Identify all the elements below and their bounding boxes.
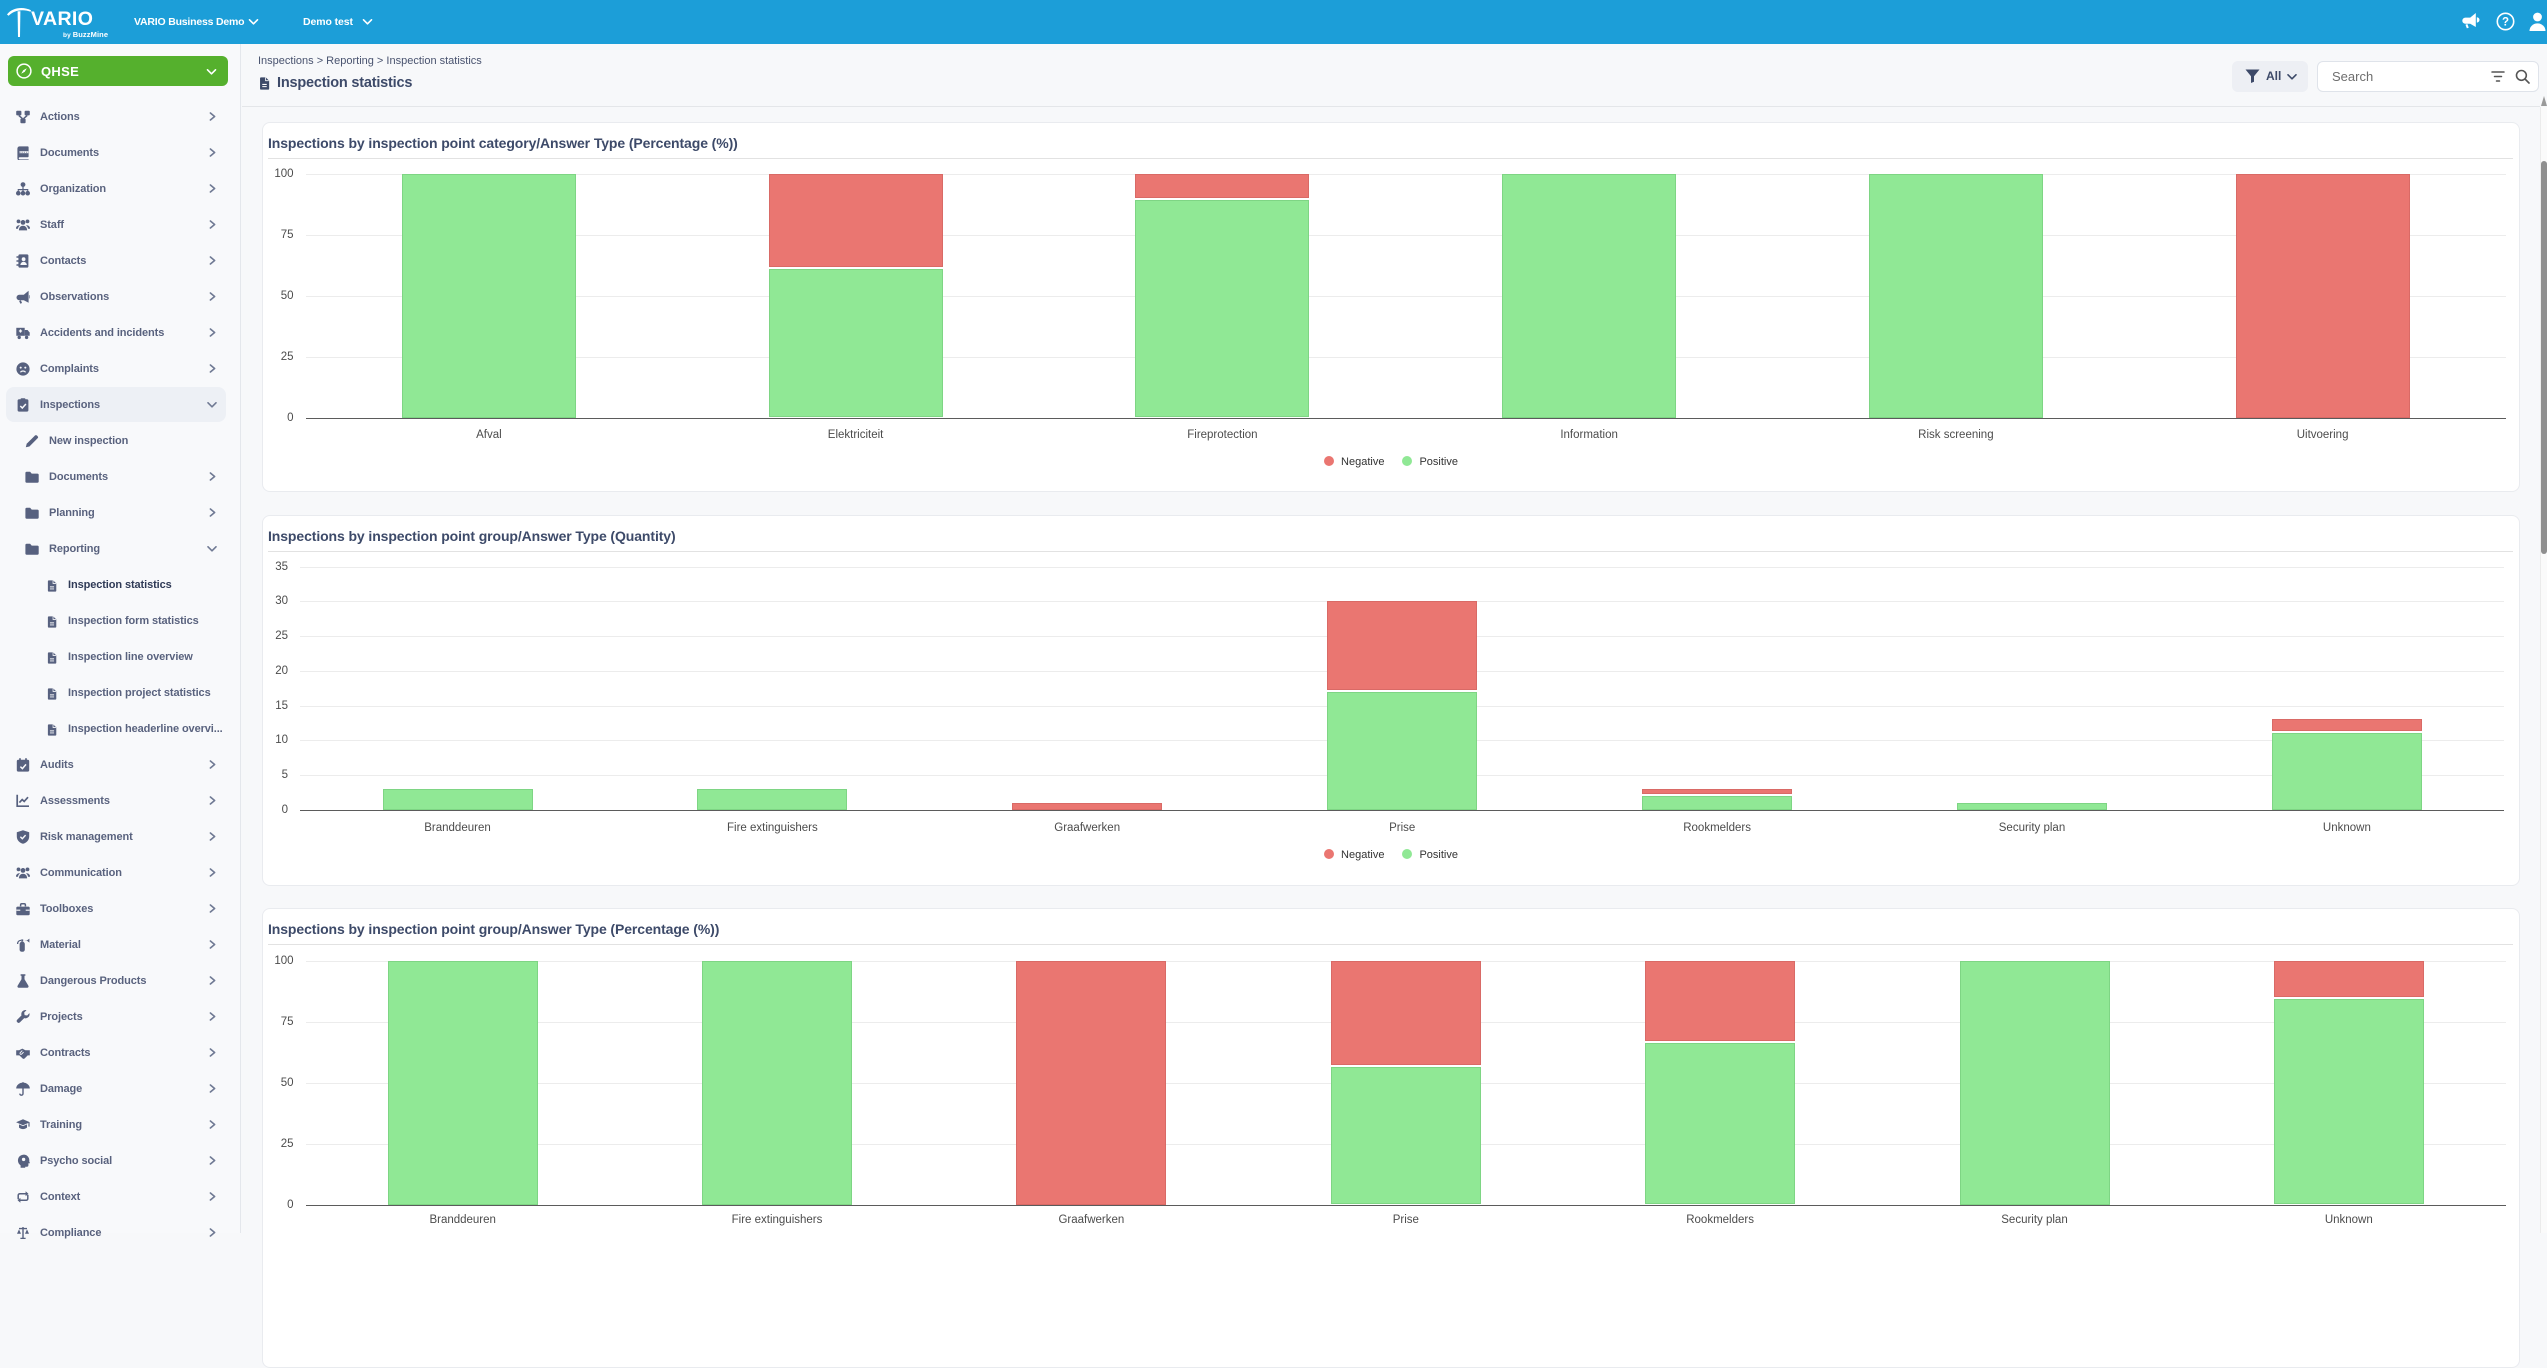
svg-text:?: ? <box>2502 17 2509 29</box>
